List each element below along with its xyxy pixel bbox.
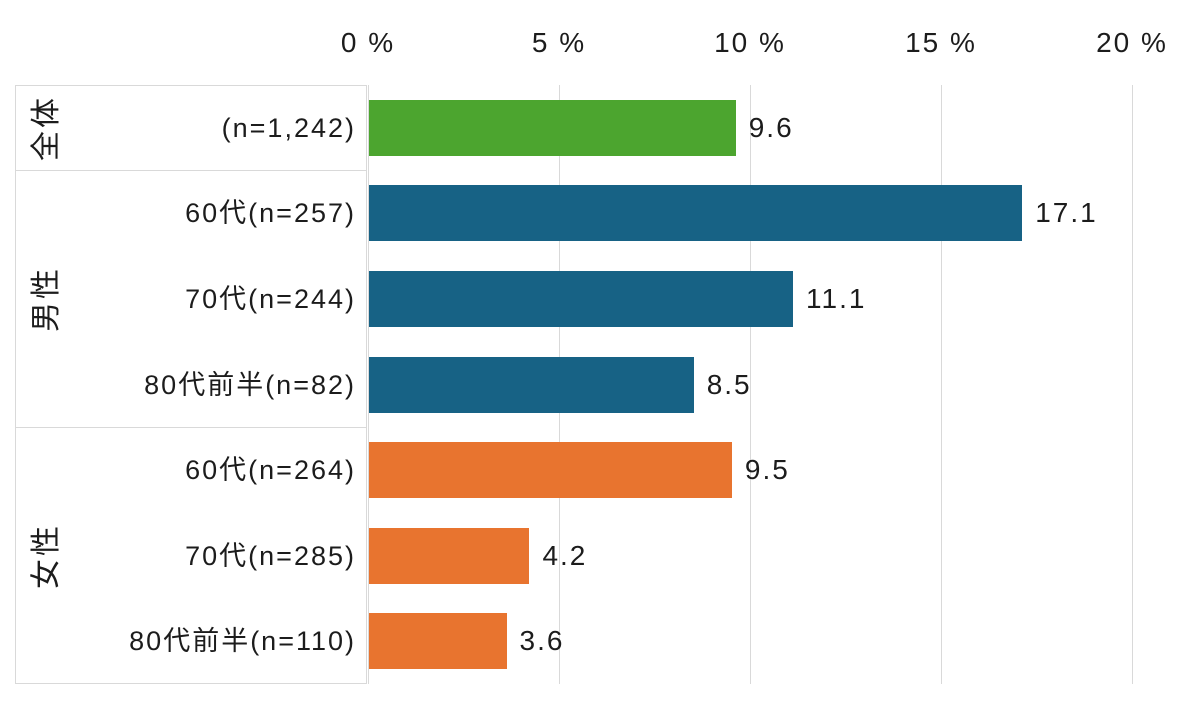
bar-value-label: 3.6: [519, 625, 565, 657]
x-axis-tick-label: 5 %: [531, 27, 587, 58]
category-label-box: [15, 85, 367, 684]
gridline-20pct: [1131, 85, 1133, 684]
gridline-15pct: [940, 85, 942, 684]
row-label: 60代(n=257): [185, 198, 356, 229]
row-label: (n=1,242): [221, 112, 356, 143]
bar: [369, 99, 736, 156]
bar: [369, 442, 732, 499]
row-label: 80代前半(n=110): [129, 626, 356, 657]
x-axis-tick-label: 10 %: [714, 27, 786, 58]
bar: [369, 527, 530, 584]
gridline-0pct: [367, 85, 369, 684]
row-label: 80代前半(n=82): [144, 369, 356, 400]
x-axis-tick-label: 0 %: [340, 27, 396, 58]
bar-value-label: 9.6: [748, 111, 794, 143]
bar-value-label: 9.5: [744, 454, 790, 486]
bar: [369, 185, 1023, 242]
x-axis-tick-label: 20 %: [1096, 27, 1168, 58]
bar-value-label: 17.1: [1035, 197, 1098, 229]
row-label: 70代(n=244): [185, 283, 356, 314]
gridline-10pct: [749, 85, 751, 684]
group-divider: [15, 426, 367, 428]
bar-value-label: 11.1: [806, 282, 867, 314]
bar: [369, 356, 694, 413]
bar: [369, 613, 507, 670]
x-axis-tick-label: 15 %: [905, 27, 977, 58]
row-label: 70代(n=285): [185, 540, 356, 571]
row-label: 60代(n=264): [185, 455, 356, 486]
bar-value-label: 8.5: [706, 368, 752, 400]
group-divider: [15, 170, 367, 172]
bar-value-label: 4.2: [542, 539, 588, 571]
bar: [369, 270, 794, 327]
